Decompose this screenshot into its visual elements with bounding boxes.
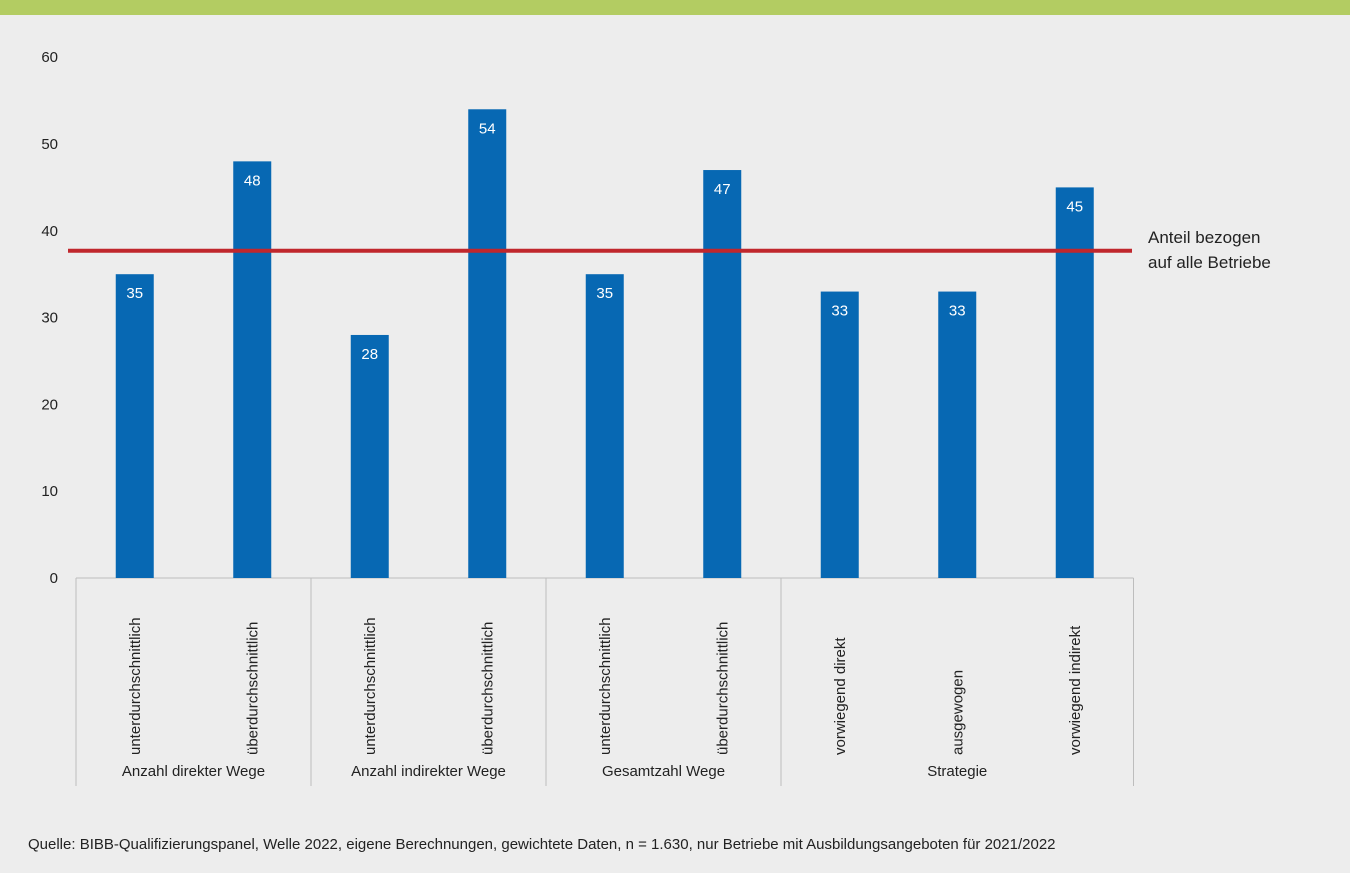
bar-value-label: 33 [831, 303, 848, 320]
bar-value-label: 54 [479, 120, 496, 137]
y-tick-label: 10 [41, 483, 58, 500]
bar-value-label: 28 [361, 346, 378, 363]
category-label: unterdurchschnittlich [597, 617, 614, 755]
bar-chart: 0 10 20 30 40 50 60 35 unterdurchschnittlich 48 üb… [41, 49, 1271, 786]
bar [585, 274, 624, 578]
bar [468, 109, 507, 578]
bar-value-label: 47 [714, 181, 731, 198]
bar-value-label: 35 [126, 285, 143, 302]
bar-value-label: 45 [1066, 198, 1083, 215]
group-label: Anzahl direkter Wege [122, 763, 265, 780]
bar [820, 291, 859, 578]
reference-line-label: Anteil bezogen [1148, 228, 1260, 247]
category-label: überdurchschnittlich [479, 622, 496, 755]
bar [233, 161, 272, 579]
category-label: überdurchschnittlich [714, 622, 731, 755]
group-label: Anzahl indirekter Wege [351, 763, 506, 780]
bar-value-label: 35 [596, 285, 613, 302]
category-label: vorwiegend direkt [832, 637, 849, 755]
bar [938, 291, 977, 578]
group-label: Strategie [927, 763, 987, 780]
source-note: Quelle: BIBB-Qualifizierungspanel, Welle… [28, 836, 1056, 853]
y-tick-label: 60 [41, 49, 58, 66]
category-label: vorwiegend indirekt [1067, 625, 1084, 755]
group-label: Gesamtzahl Wege [602, 763, 725, 780]
bar [703, 170, 742, 579]
y-tick-label: 0 [50, 570, 58, 587]
category-label: unterdurchschnittlich [127, 617, 144, 755]
category-label: unterdurchschnittlich [362, 617, 379, 755]
bar-value-label: 48 [244, 172, 261, 189]
category-label: ausgewogen [949, 670, 966, 755]
y-tick-label: 40 [41, 223, 58, 240]
top-accent-bar [0, 0, 1350, 15]
bar [115, 274, 154, 578]
reference-line-label: auf alle Betriebe [1148, 253, 1271, 272]
y-tick-label: 50 [41, 136, 58, 153]
bar-value-label: 33 [949, 303, 966, 320]
bar [350, 334, 389, 578]
y-tick-label: 20 [41, 396, 58, 413]
y-tick-label: 30 [41, 310, 58, 327]
bar [1055, 187, 1094, 578]
category-label: überdurchschnittlich [244, 622, 261, 755]
